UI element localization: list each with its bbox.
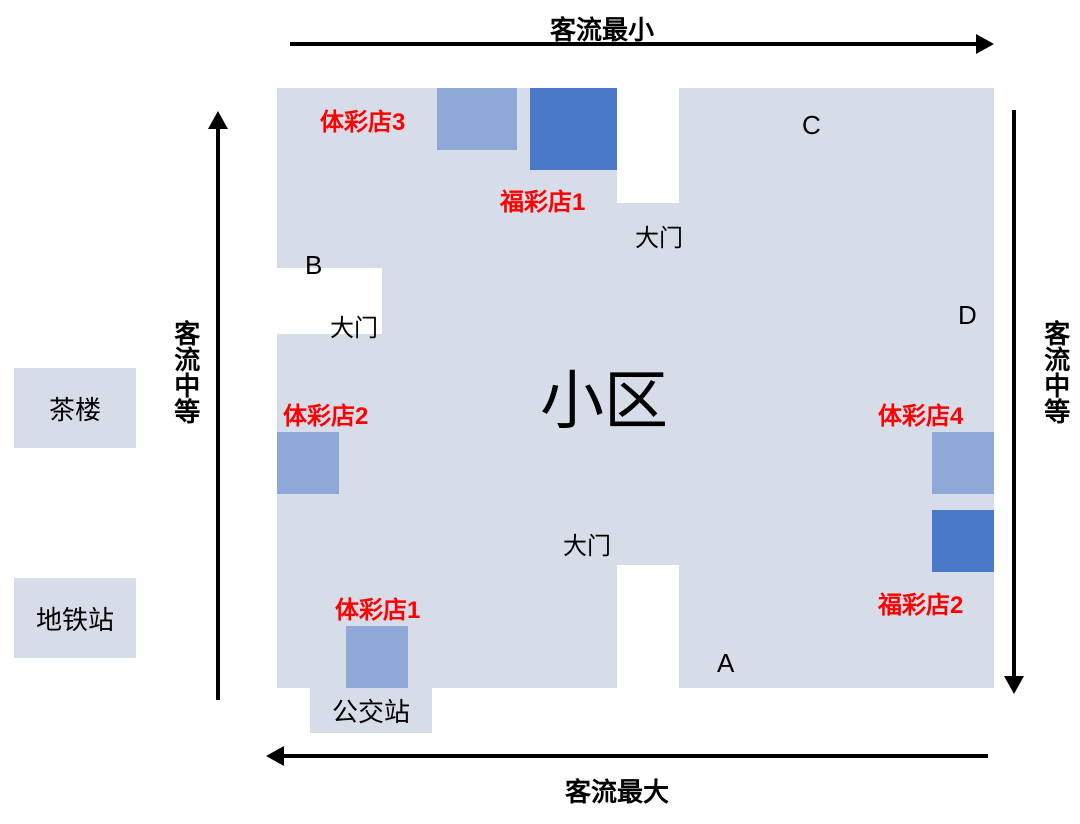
arrow-label-bottom: 客流最大 [565, 772, 669, 809]
shop-box-4 [932, 510, 994, 572]
side-block-0: 茶楼 [14, 368, 136, 448]
arrow-label-right: 客流中等 [1038, 320, 1072, 424]
label-5: 小区 [540, 350, 668, 442]
shop-box-1 [530, 88, 617, 170]
gate-cutout-0 [617, 88, 679, 203]
side-block-2: 公交站 [310, 688, 432, 733]
label-2: B [305, 250, 322, 281]
label-6: 大门 [563, 526, 611, 561]
side-block-1: 地铁站 [14, 578, 136, 658]
shop-box-3 [932, 432, 994, 494]
shop-label-3: 体彩店4 [878, 396, 963, 431]
shop-label-1: 福彩店1 [500, 182, 585, 217]
label-1: 大门 [635, 218, 683, 253]
shop-box-5 [346, 626, 408, 688]
shop-box-2 [277, 432, 339, 494]
label-7: A [717, 648, 734, 679]
shop-label-5: 体彩店1 [335, 590, 420, 625]
arrow-label-left: 客流中等 [168, 320, 202, 424]
shop-label-0: 体彩店3 [320, 102, 405, 137]
arrow-line-left [216, 125, 220, 700]
shop-label-2: 体彩店2 [283, 396, 368, 431]
arrow-head-right [1004, 676, 1024, 694]
gate-cutout-2 [617, 565, 679, 688]
arrow-head-top [976, 34, 994, 54]
arrow-head-left [208, 111, 228, 129]
arrow-line-right [1012, 110, 1016, 680]
arrow-head-bottom [266, 746, 284, 766]
label-0: C [802, 110, 821, 141]
shop-box-0 [437, 88, 517, 150]
arrow-label-top: 客流最小 [550, 10, 654, 47]
label-4: D [958, 300, 977, 331]
arrow-line-bottom [280, 754, 988, 758]
label-3: 大门 [330, 308, 378, 343]
shop-label-4: 福彩店2 [878, 585, 963, 620]
